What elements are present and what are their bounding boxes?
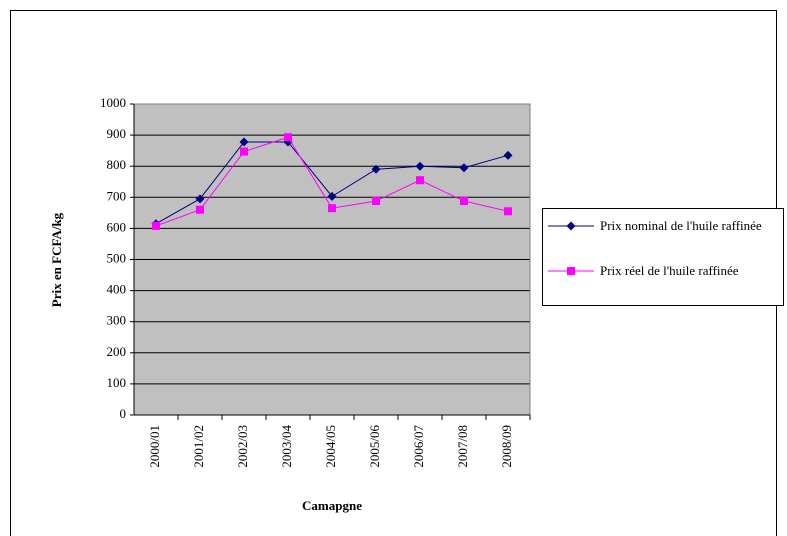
- marker: [460, 197, 468, 206]
- y-tick-label: 300: [107, 313, 127, 328]
- y-tick-label: 400: [107, 282, 127, 297]
- marker: [567, 267, 575, 275]
- marker: [503, 150, 513, 160]
- marker: [239, 137, 249, 147]
- marker: [416, 176, 424, 185]
- marker: [284, 133, 292, 142]
- marker: [371, 164, 381, 174]
- marker: [504, 207, 512, 216]
- x-tick-label: 2000/01: [147, 425, 162, 468]
- y-tick-label: 1000: [100, 95, 126, 110]
- marker: [459, 163, 469, 173]
- marker: [196, 205, 204, 214]
- marker: [328, 204, 336, 213]
- legend-label: Prix nominal de l'huile raffinée: [600, 218, 762, 233]
- marker: [240, 147, 248, 156]
- marker: [372, 197, 380, 206]
- legend-label: Prix réel de l'huile raffinée: [600, 263, 739, 278]
- x-tick-label: 2004/05: [323, 425, 338, 468]
- y-tick-label: 800: [107, 157, 127, 172]
- y-tick-label: 700: [107, 188, 127, 203]
- y-tick-label: 200: [107, 344, 127, 359]
- marker: [415, 161, 425, 171]
- legend-box: [542, 208, 784, 306]
- x-tick-label: 2001/02: [191, 425, 206, 468]
- marker: [152, 221, 160, 230]
- x-tick-label: 2008/09: [499, 425, 514, 468]
- marker: [327, 191, 337, 201]
- y-tick-label: 600: [107, 219, 127, 234]
- y-tick-label: 0: [120, 406, 127, 421]
- x-tick-label: 2003/04: [279, 425, 294, 468]
- x-tick-label: 2006/07: [411, 425, 426, 468]
- x-tick-label: 2002/03: [235, 425, 250, 468]
- y-tick-label: 900: [107, 126, 127, 141]
- y-axis-label: Prix en FCFA/kg: [49, 212, 64, 307]
- x-tick-label: 2005/06: [367, 425, 382, 468]
- x-axis-label: Camapgne: [302, 498, 362, 513]
- marker: [566, 221, 576, 231]
- y-tick-label: 100: [107, 375, 127, 390]
- x-tick-label: 2007/08: [455, 425, 470, 468]
- marker: [195, 194, 205, 204]
- y-tick-label: 500: [107, 250, 127, 265]
